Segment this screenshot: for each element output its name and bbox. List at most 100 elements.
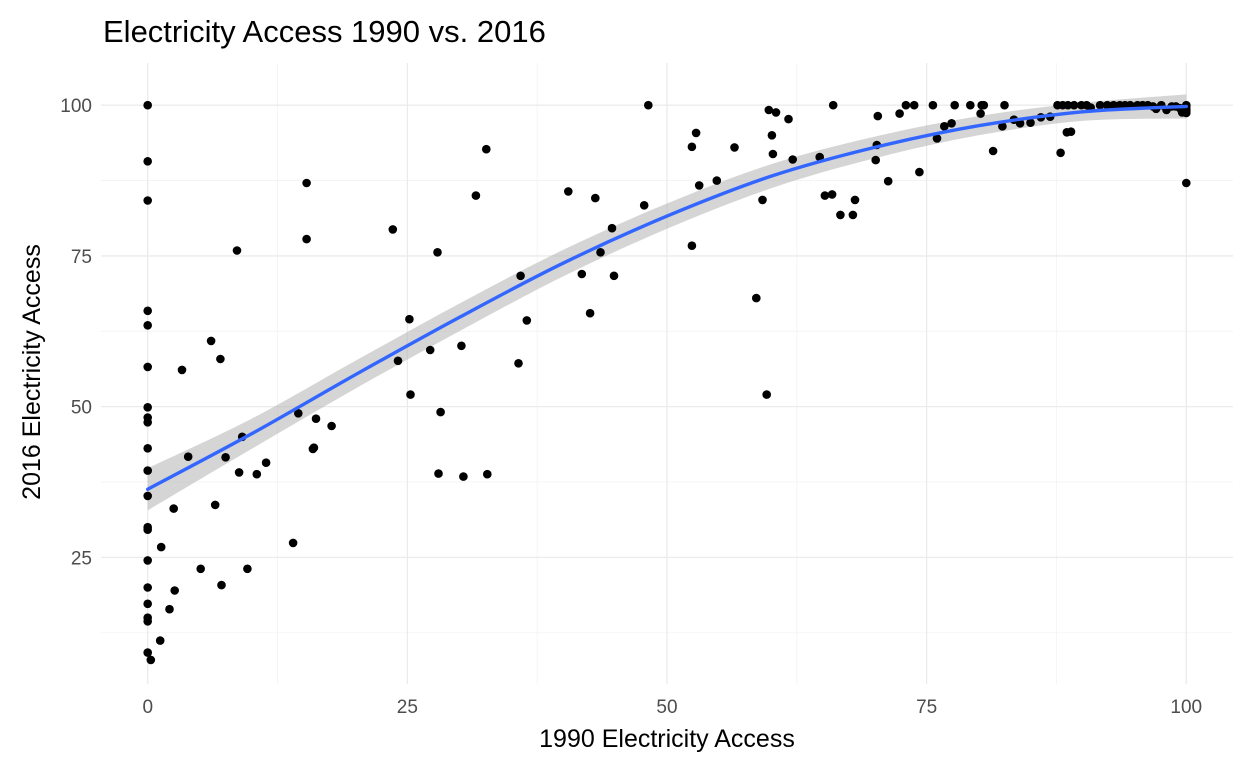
- data-point: [609, 271, 619, 281]
- data-point: [405, 314, 414, 324]
- data-point: [143, 466, 152, 475]
- data-point: [243, 564, 252, 574]
- x-tick-label: 25: [397, 697, 418, 718]
- data-point: [827, 190, 837, 199]
- data-point: [928, 100, 938, 110]
- data-point: [998, 122, 1007, 131]
- trend-line: [146, 104, 1188, 491]
- data-point: [143, 491, 152, 501]
- data-point: [848, 210, 858, 220]
- data-point: [196, 564, 205, 574]
- data-point: [687, 142, 697, 152]
- data-point: [871, 155, 880, 165]
- data-point: [1066, 127, 1076, 136]
- data-point: [771, 108, 781, 117]
- data-point: [436, 407, 445, 417]
- data-point: [850, 195, 860, 205]
- data-point: [828, 100, 838, 110]
- data-point: [459, 472, 468, 481]
- data-point: [143, 583, 152, 592]
- data-point: [327, 421, 336, 431]
- data-point: [252, 469, 262, 479]
- data-point: [768, 149, 778, 159]
- x-axis-ticks: 0 25 50 75 100: [142, 697, 1202, 718]
- data-point: [607, 223, 617, 233]
- data-point: [143, 321, 152, 330]
- data-point: [1063, 100, 1073, 110]
- data-point: [183, 452, 193, 462]
- trend-line-layer: [146, 104, 1188, 491]
- data-point: [591, 193, 600, 203]
- data-point: [261, 458, 271, 468]
- data-point: [522, 316, 532, 325]
- data-point: [514, 359, 523, 368]
- data-point: [585, 308, 595, 318]
- data-point: [165, 604, 174, 614]
- y-axis-ticks: 25 50 75 100: [60, 96, 92, 569]
- data-point: [388, 225, 398, 234]
- data-point: [820, 191, 830, 200]
- data-point: [309, 443, 319, 453]
- data-point: [1056, 148, 1065, 158]
- data-point: [210, 500, 220, 510]
- data-point: [1095, 100, 1105, 110]
- data-point: [425, 345, 435, 355]
- data-point: [596, 248, 605, 257]
- data-point: [155, 636, 165, 645]
- data-point: [516, 271, 525, 281]
- y-axis-title: 2016 Electricity Access: [18, 244, 46, 500]
- data-point: [932, 134, 942, 143]
- data-point: [639, 201, 649, 210]
- data-point: [1109, 100, 1118, 110]
- data-point: [883, 176, 893, 186]
- data-point: [758, 195, 767, 205]
- data-point: [788, 155, 797, 164]
- y-tick-label: 50: [71, 398, 92, 419]
- data-point: [169, 504, 178, 513]
- data-point: [577, 269, 587, 279]
- data-point: [311, 414, 321, 424]
- x-tick-label: 100: [1170, 697, 1202, 718]
- x-tick-label: 50: [656, 697, 677, 718]
- data-point: [712, 176, 722, 185]
- grid-lines: [101, 63, 1233, 684]
- data-point: [784, 114, 793, 124]
- data-point: [979, 100, 989, 110]
- data-point: [730, 143, 739, 152]
- data-point: [143, 444, 152, 453]
- data-point: [940, 122, 949, 131]
- data-point: [217, 580, 226, 590]
- data-point: [206, 336, 216, 346]
- data-point: [143, 617, 152, 626]
- data-point: [764, 105, 774, 115]
- data-point: [143, 648, 152, 657]
- data-point: [836, 210, 845, 220]
- data-point: [143, 403, 152, 412]
- data-point: [221, 453, 230, 462]
- data-point: [302, 234, 311, 244]
- data-point: [1026, 118, 1035, 127]
- y-tick-label: 25: [71, 548, 92, 569]
- data-point: [143, 100, 152, 110]
- data-point: [156, 542, 166, 552]
- x-tick-label: 75: [916, 697, 937, 718]
- data-point: [901, 100, 911, 110]
- data-point: [143, 157, 152, 166]
- data-point: [1182, 178, 1191, 188]
- data-point: [1103, 100, 1112, 110]
- data-point: [143, 556, 152, 565]
- data-point: [694, 181, 704, 190]
- data-point: [947, 119, 956, 128]
- y-tick-label: 75: [71, 247, 92, 268]
- data-point: [966, 100, 975, 110]
- data-point: [873, 111, 883, 121]
- data-point: [216, 354, 225, 364]
- data-point: [762, 390, 771, 399]
- data-point: [143, 525, 152, 534]
- data-point: [288, 538, 298, 548]
- data-point: [1182, 108, 1191, 118]
- data-point: [406, 390, 415, 399]
- data-point: [1000, 100, 1009, 110]
- data-point: [687, 241, 697, 250]
